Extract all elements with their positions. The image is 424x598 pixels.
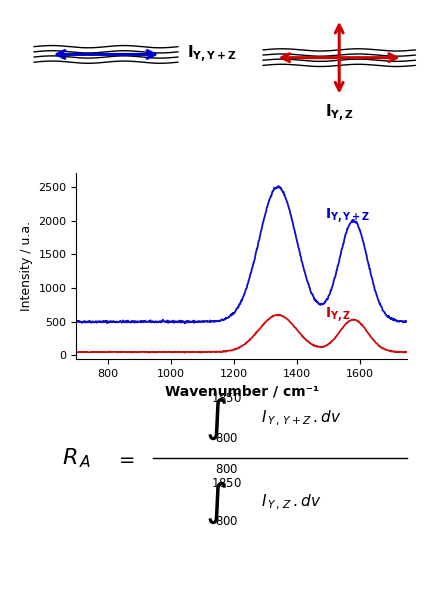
Y-axis label: Intensity / u.a.: Intensity / u.a.: [20, 221, 33, 311]
Text: $800$: $800$: [215, 463, 239, 476]
Text: $\mathbf{I_{Y,Y+Z}}$: $\mathbf{I_{Y,Y+Z}}$: [325, 206, 371, 225]
Text: $R_{\,A}$: $R_{\,A}$: [61, 447, 91, 470]
Text: $\int$: $\int$: [205, 480, 227, 526]
Text: $800$: $800$: [215, 515, 239, 529]
Text: $\mathbf{I_{Y,Z}}$: $\mathbf{I_{Y,Z}}$: [325, 103, 354, 124]
Text: $1850$: $1850$: [211, 392, 243, 404]
Text: $I_{\,Y\,,\,Y+Z}\,\mathit{.dv}$: $I_{\,Y\,,\,Y+Z}\,\mathit{.dv}$: [261, 409, 341, 428]
Text: $I_{\,Y\,,\,Z}\,\mathit{.dv}$: $I_{\,Y\,,\,Z}\,\mathit{.dv}$: [261, 493, 321, 512]
Text: $\int$: $\int$: [205, 395, 227, 442]
Text: $\mathbf{I_{Y,Y+Z}}$: $\mathbf{I_{Y,Y+Z}}$: [187, 44, 236, 65]
Text: $800$: $800$: [215, 432, 239, 446]
Text: $1850$: $1850$: [211, 477, 243, 490]
Text: $=$: $=$: [115, 448, 135, 468]
X-axis label: Wavenumber / cm⁻¹: Wavenumber / cm⁻¹: [165, 384, 319, 398]
Text: $\mathbf{I_{Y,Z}}$: $\mathbf{I_{Y,Z}}$: [325, 305, 351, 324]
